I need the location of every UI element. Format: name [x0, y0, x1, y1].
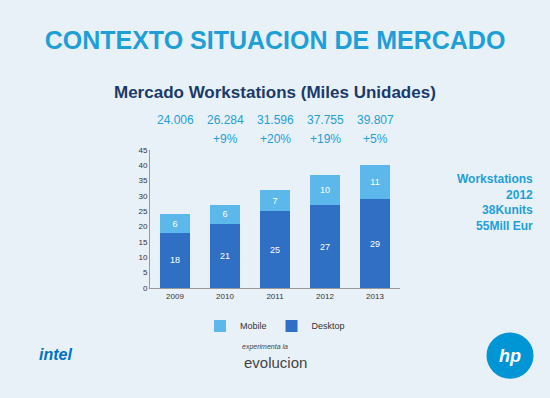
svg-text:11: 11 [370, 177, 379, 187]
svg-text:intel: intel [39, 346, 72, 363]
svg-text:45: 45 [138, 146, 147, 155]
svg-text:10: 10 [138, 253, 147, 262]
svg-text:2011: 2011 [266, 292, 284, 301]
svg-text:evolucion: evolucion [244, 354, 307, 371]
svg-text:37.755: 37.755 [307, 113, 344, 127]
svg-text:5: 5 [143, 268, 148, 277]
svg-text:35: 35 [138, 176, 147, 185]
svg-text:31.596: 31.596 [257, 113, 294, 127]
svg-text:0: 0 [143, 284, 148, 293]
svg-text:7: 7 [272, 196, 277, 206]
svg-text:6: 6 [222, 209, 227, 219]
svg-text:2012: 2012 [316, 292, 334, 301]
svg-text:40: 40 [138, 161, 147, 170]
svg-text:Workstations201238Kunits55Mill: Workstations201238Kunits55Mill Eur [457, 172, 533, 233]
svg-text:2009: 2009 [166, 292, 184, 301]
svg-text:CONTEXTO SITUACION DE MERCADO: CONTEXTO SITUACION DE MERCADO [45, 26, 506, 54]
svg-text:30: 30 [138, 192, 147, 201]
svg-text:20: 20 [138, 222, 147, 231]
svg-text:21: 21 [220, 251, 230, 261]
svg-text:29: 29 [370, 239, 380, 249]
svg-text:24.006: 24.006 [157, 113, 194, 127]
svg-text:+9%: +9% [213, 132, 238, 146]
svg-text:Mercado Workstations (Miles Un: Mercado Workstations (Miles Unidades) [114, 83, 436, 102]
svg-text:15: 15 [138, 238, 147, 247]
svg-text:25: 25 [270, 245, 280, 255]
svg-text:+5%: +5% [363, 132, 388, 146]
svg-text:+19%: +19% [310, 132, 341, 146]
svg-text:18: 18 [170, 255, 180, 265]
svg-text:2010: 2010 [216, 292, 234, 301]
svg-text:Desktop: Desktop [312, 321, 345, 331]
svg-text:27: 27 [320, 242, 330, 252]
svg-text:Mobile: Mobile [240, 321, 267, 331]
svg-text:+20%: +20% [260, 132, 291, 146]
svg-text:hp: hp [499, 346, 521, 366]
svg-text:2013: 2013 [366, 292, 384, 301]
svg-text:6: 6 [172, 219, 177, 229]
svg-text:experimenta la: experimenta la [242, 343, 288, 351]
svg-text:10: 10 [320, 185, 330, 195]
svg-text:26.284: 26.284 [207, 113, 244, 127]
svg-text:25: 25 [138, 207, 147, 216]
svg-text:39.807: 39.807 [357, 113, 394, 127]
